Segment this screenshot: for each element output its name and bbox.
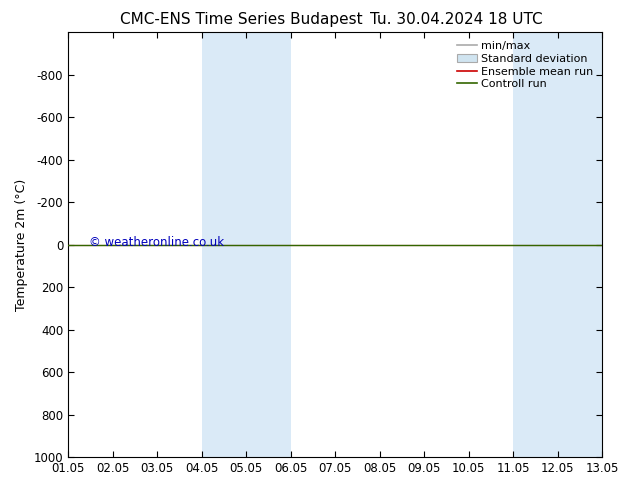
Y-axis label: Temperature 2m (°C): Temperature 2m (°C) bbox=[15, 178, 28, 311]
Bar bbox=[514, 32, 558, 457]
Bar bbox=[202, 32, 246, 457]
Text: Tu. 30.04.2024 18 UTC: Tu. 30.04.2024 18 UTC bbox=[370, 12, 543, 27]
Bar bbox=[246, 32, 290, 457]
Text: © weatheronline.co.uk: © weatheronline.co.uk bbox=[89, 236, 224, 249]
Legend: min/max, Standard deviation, Ensemble mean run, Controll run: min/max, Standard deviation, Ensemble me… bbox=[453, 38, 597, 93]
Bar bbox=[558, 32, 602, 457]
Text: CMC-ENS Time Series Budapest: CMC-ENS Time Series Budapest bbox=[120, 12, 362, 27]
